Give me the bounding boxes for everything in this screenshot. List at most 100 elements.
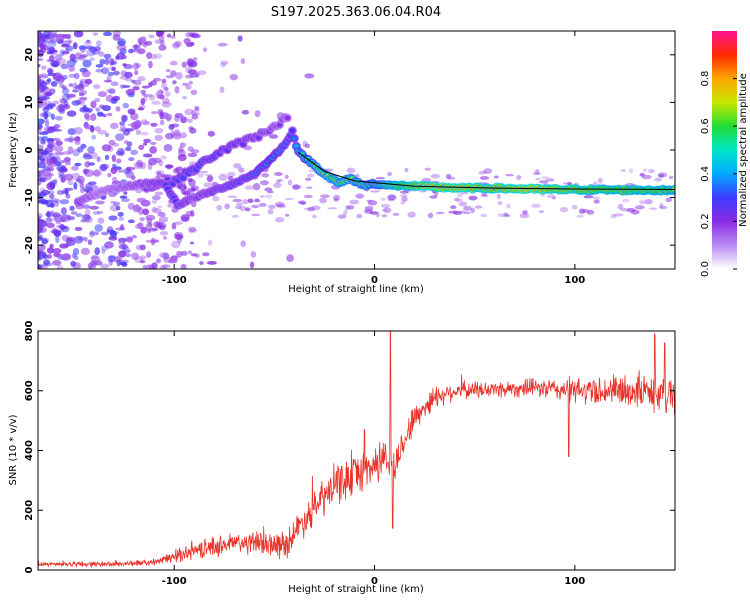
- spectrogram-noise-cell: [180, 116, 187, 124]
- spectrogram-noise-cell: [319, 197, 327, 204]
- spectrogram-noise-cell: [76, 146, 84, 153]
- spectrogram-noise-cell: [284, 197, 294, 201]
- spectrogram-noise-cell: [150, 80, 157, 86]
- spectrogram-noise-cell: [164, 164, 174, 169]
- spectrogram-noise-cell: [505, 174, 515, 177]
- spectrogram-noise-cell: [233, 163, 242, 169]
- spectrogram-noise-cell: [115, 133, 125, 142]
- spectrogram-noise-cell: [87, 262, 93, 269]
- snr-panel: -100 0 100 0 200 400 600 800 Height of straigh…: [8, 321, 676, 595]
- spectrogram-noise-cell: [219, 86, 225, 94]
- spectrogram-noise-cell: [68, 65, 75, 72]
- spectrogram-noise-cell: [60, 159, 66, 164]
- spectrogram-noise-cell: [121, 198, 131, 203]
- spectrogram-noise-cell: [106, 226, 114, 234]
- spectrogram-noise-cell: [66, 94, 72, 100]
- spectrogram-noise-cell: [101, 249, 106, 254]
- spectrogram-noise-cell: [531, 203, 541, 208]
- spectrogram-noise-cell: [298, 200, 306, 205]
- spectrogram-noise-cell: [165, 113, 173, 121]
- spectrogram-noise-cell: [264, 187, 273, 192]
- spectrogram-noise-cell: [178, 149, 186, 157]
- spectrogram-noise-cell: [446, 176, 456, 180]
- spectrogram-secondary-cell-core: [277, 122, 282, 127]
- spectrogram-noise-cell: [162, 97, 170, 105]
- spectrogram-noise-cell: [148, 34, 155, 39]
- spectrogram-noise-cell: [54, 151, 65, 156]
- spectrogram-noise-cell: [174, 115, 180, 122]
- spectrogram-noise-cell: [161, 82, 167, 89]
- spectrogram-noise-cell: [96, 111, 104, 117]
- spectrogram-noise-cell: [88, 181, 97, 185]
- spectrogram-noise-cell: [133, 161, 144, 169]
- spectrogram-noise-cell: [146, 52, 153, 60]
- spectrogram-noise-cell: [106, 88, 115, 94]
- spectrogram-noise-cell: [45, 199, 53, 208]
- spectrogram-noise-cell: [583, 195, 594, 199]
- snr-y-tick-label: 400: [24, 440, 35, 461]
- spectrogram-noise-cell: [173, 232, 181, 239]
- spectrogram-noise-cell: [202, 252, 210, 257]
- spectrogram-noise-cell: [268, 204, 276, 210]
- spectrogram-noise-cell: [249, 199, 254, 202]
- spectrogram-noise-cell: [103, 53, 112, 59]
- spectrogram-noise-cell: [108, 215, 118, 221]
- spectrogram-noise-cell: [43, 165, 50, 172]
- spectrogram-noise-cell: [64, 187, 74, 191]
- spectrogram-noise-cell: [474, 205, 483, 209]
- spectrogram-noise-cell: [110, 200, 116, 204]
- spectrogram-noise-cell: [60, 207, 67, 215]
- spectrogram-noise-cell: [55, 140, 63, 146]
- spectrogram-noise-cell: [145, 223, 153, 231]
- spectrogram-noise-cell: [158, 34, 165, 42]
- spectrogram-noise-cell: [84, 208, 91, 217]
- spectrogram-noise-cell: [445, 174, 452, 179]
- spectrogram-noise-cell: [164, 90, 171, 97]
- spectrogram-noise-cell: [58, 174, 64, 180]
- spectrogram-noise-cell: [64, 137, 74, 142]
- spectrogram-noise-cell: [73, 182, 78, 190]
- spectrogram-noise-cell: [38, 123, 43, 130]
- spectrogram-noise-cell: [123, 191, 128, 195]
- spectrogram-noise-cell: [67, 39, 73, 44]
- spectrogram-noise-cell: [190, 253, 198, 257]
- spectrogram-noise-cell: [124, 71, 133, 78]
- spectrogram-noise-cell: [303, 207, 313, 210]
- spectrogram-noise-cell: [125, 253, 132, 258]
- spectrogram-noise-cell: [182, 116, 189, 123]
- snr-background: [38, 331, 675, 570]
- spectrogram-noise-cell: [59, 98, 67, 104]
- spectrogram-noise-cell: [180, 250, 188, 256]
- spectrogram-noise-cell: [468, 195, 478, 201]
- colorbar-gradient: [712, 31, 737, 269]
- spectrogram-noise-cell: [151, 111, 158, 115]
- spectrogram-noise-cell: [66, 110, 77, 117]
- spectrogram-noise-cell: [659, 174, 665, 177]
- spectrogram-noise-cell: [111, 176, 118, 182]
- spectrogram-noise-cell: [545, 178, 555, 182]
- spectrogram-noise-cell: [220, 62, 226, 68]
- spectrogram-noise-cell: [38, 74, 44, 79]
- spectrogram-noise-cell: [148, 264, 154, 269]
- spectrogram-noise-cell: [51, 63, 57, 68]
- spectrogram-noise-cell: [71, 165, 79, 171]
- spectrogram-noise-cell: [356, 213, 363, 219]
- spectrogram-noise-cell: [369, 211, 378, 215]
- spectrogram-noise-cell: [41, 237, 49, 244]
- spectrogram-noise-cell: [285, 213, 290, 217]
- spectrogram-noise-cell: [224, 203, 230, 210]
- spectrogram-noise-cell: [177, 154, 187, 162]
- spectrogram-noise-cell: [174, 40, 182, 48]
- spectrogram-noise-cell: [274, 201, 285, 207]
- spectrogram-noise-cell: [107, 71, 115, 77]
- spectrogram-noise-cell: [127, 219, 135, 224]
- spectrogram-noise-cell: [128, 48, 134, 54]
- spectrogram-noise-cell: [244, 185, 255, 191]
- spectrogram-noise-cell: [156, 171, 162, 179]
- spectrogram-noise-cell: [648, 169, 655, 173]
- spectrogram-noise-cell: [62, 253, 69, 259]
- spectrogram-noise-cell: [399, 190, 409, 194]
- spectrogram-noise-cell: [43, 74, 49, 79]
- spectrogram-noise-cell: [203, 47, 207, 53]
- spectrogram-noise-cell: [642, 168, 647, 172]
